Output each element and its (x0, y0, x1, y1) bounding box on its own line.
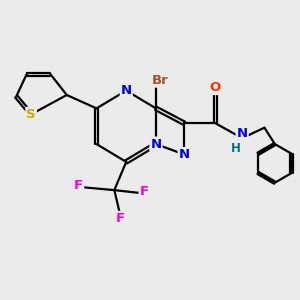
Text: N: N (121, 84, 132, 97)
Text: H: H (231, 142, 241, 155)
Text: S: S (26, 108, 36, 121)
Text: F: F (74, 179, 83, 192)
Text: F: F (140, 185, 148, 198)
Text: N: N (178, 148, 190, 161)
Text: N: N (237, 127, 248, 140)
Text: Br: Br (152, 74, 169, 87)
Text: O: O (210, 81, 221, 94)
Text: F: F (116, 212, 125, 225)
Text: N: N (150, 138, 161, 151)
